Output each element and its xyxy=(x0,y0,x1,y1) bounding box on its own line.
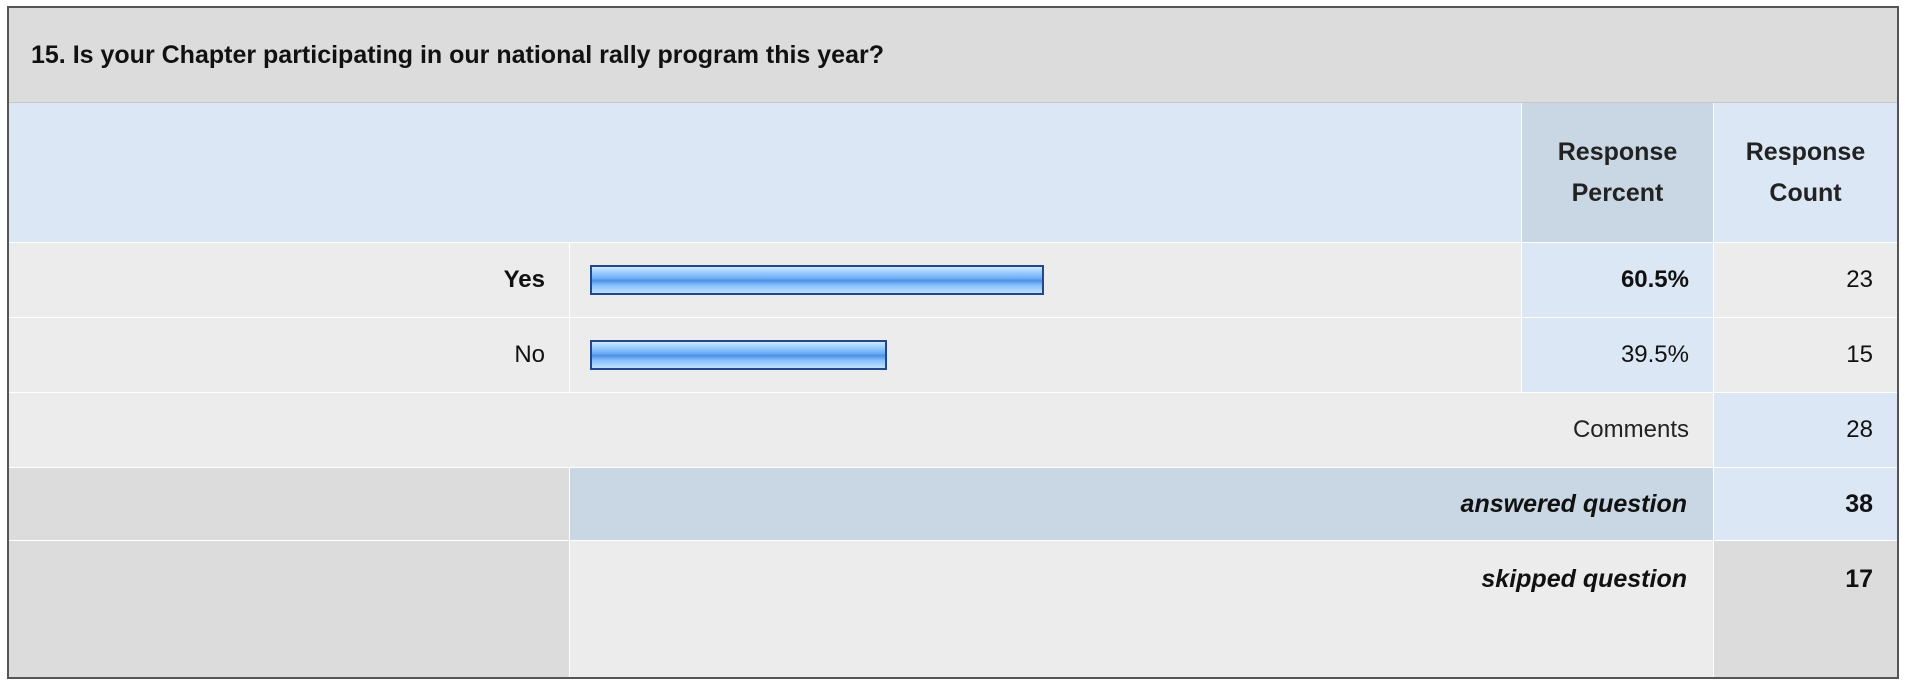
bar-no xyxy=(590,340,887,370)
response-percent-header-line1: Response xyxy=(1557,137,1678,166)
answer-label-no: No xyxy=(9,318,570,392)
answer-percent-yes: 60.5% xyxy=(1521,243,1713,317)
comments-count: 28 xyxy=(1713,393,1897,467)
answer-label-yes: Yes xyxy=(9,243,570,317)
bar-cell-no xyxy=(570,318,1521,392)
answered-question-count: 38 xyxy=(1713,468,1897,540)
response-count-header: Response Count xyxy=(1713,103,1897,242)
survey-question-table: 15. Is your Chapter participating in our… xyxy=(7,6,1899,679)
answer-row-no: No 39.5% 15 xyxy=(9,317,1897,392)
table-header-row: Response Percent Response Count xyxy=(9,103,1897,242)
response-count-header-line2: Count xyxy=(1769,178,1842,207)
question-title: 15. Is your Chapter participating in our… xyxy=(31,40,884,69)
answered-question-label: answered question xyxy=(570,468,1713,540)
skipped-question-row: skipped question 17 xyxy=(9,540,1897,677)
response-percent-header-line2: Percent xyxy=(1571,178,1664,207)
comments-row: Comments 28 xyxy=(9,392,1897,467)
question-title-row: 15. Is your Chapter participating in our… xyxy=(9,8,1897,103)
answer-row-yes: Yes 60.5% 23 xyxy=(9,242,1897,317)
answer-percent-no: 39.5% xyxy=(1521,318,1713,392)
response-count-header-line1: Response xyxy=(1745,137,1866,166)
answered-blank-cell xyxy=(9,468,570,540)
answer-count-no: 15 xyxy=(1713,318,1897,392)
skipped-question-label: skipped question xyxy=(570,541,1713,677)
skipped-question-count: 17 xyxy=(1713,541,1897,677)
answer-count-yes: 23 xyxy=(1713,243,1897,317)
bar-cell-yes xyxy=(570,243,1521,317)
comments-link[interactable]: Comments xyxy=(1572,416,1689,443)
response-percent-header: Response Percent xyxy=(1521,103,1713,242)
answered-question-row: answered question 38 xyxy=(9,467,1897,540)
bar-yes xyxy=(590,265,1044,295)
skipped-blank-cell xyxy=(9,541,570,677)
